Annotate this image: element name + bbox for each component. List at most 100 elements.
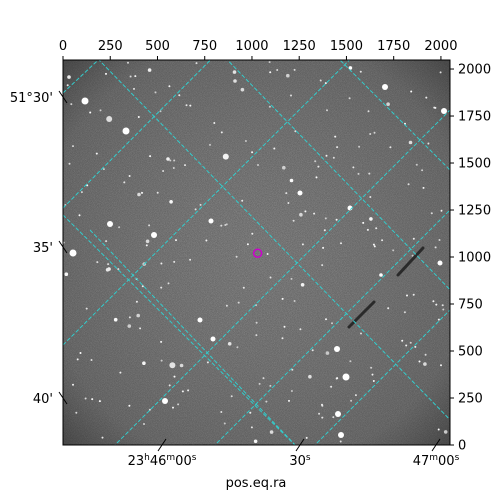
star xyxy=(406,294,408,297)
grid-line xyxy=(63,214,296,445)
star xyxy=(326,109,328,112)
star xyxy=(403,311,406,314)
grid-line xyxy=(226,60,450,291)
star xyxy=(258,382,261,385)
star xyxy=(244,140,247,142)
star xyxy=(321,264,324,267)
y-tick-label: 2000 xyxy=(458,63,491,78)
star xyxy=(432,300,435,303)
star xyxy=(127,61,129,64)
star xyxy=(370,366,373,369)
star xyxy=(324,82,327,85)
grid-line xyxy=(63,60,99,94)
star xyxy=(290,94,292,97)
star xyxy=(137,116,140,118)
star xyxy=(160,359,163,362)
bright-star xyxy=(151,232,157,238)
star xyxy=(369,217,373,221)
star xyxy=(331,322,333,325)
star xyxy=(75,411,78,414)
ra-label-part: m xyxy=(429,453,438,463)
bright-star xyxy=(334,346,340,352)
star xyxy=(269,430,274,434)
star xyxy=(313,212,316,215)
star xyxy=(141,191,143,194)
ra-tick xyxy=(295,438,305,452)
ra-label-part: 47 xyxy=(413,454,430,469)
star xyxy=(269,384,272,387)
star xyxy=(80,191,83,194)
star xyxy=(145,239,150,244)
grid-line xyxy=(63,60,351,346)
star xyxy=(427,142,430,145)
ra-label-part: h xyxy=(144,453,150,463)
ra-label-part: 30 xyxy=(289,454,306,469)
star xyxy=(173,260,176,263)
bright-star xyxy=(382,84,388,90)
grid-line xyxy=(89,229,296,445)
star xyxy=(230,395,233,398)
star xyxy=(123,181,126,184)
star xyxy=(324,217,327,220)
star xyxy=(291,368,294,371)
star xyxy=(206,361,209,364)
star xyxy=(166,157,170,161)
star xyxy=(95,152,98,155)
star xyxy=(117,268,120,271)
star xyxy=(249,411,252,414)
star xyxy=(421,169,424,172)
satellite-trail xyxy=(396,246,425,277)
ra-label-part: s xyxy=(306,453,311,463)
star xyxy=(107,263,110,266)
star xyxy=(283,325,286,328)
bright-star xyxy=(342,373,350,381)
star xyxy=(159,110,162,113)
star xyxy=(189,104,192,107)
star xyxy=(133,87,135,90)
star xyxy=(293,300,296,302)
star xyxy=(105,268,110,272)
star xyxy=(177,403,180,406)
star xyxy=(441,304,444,307)
star xyxy=(372,380,375,382)
star xyxy=(113,317,118,322)
star xyxy=(184,164,186,167)
star xyxy=(369,196,372,198)
bright-star xyxy=(197,317,203,323)
star xyxy=(354,394,357,397)
star xyxy=(156,191,159,194)
star xyxy=(236,346,239,349)
star xyxy=(179,363,184,368)
star xyxy=(173,375,176,378)
star xyxy=(106,116,113,122)
star xyxy=(332,156,335,159)
star xyxy=(137,192,141,197)
star xyxy=(276,69,279,71)
star xyxy=(340,242,342,245)
star xyxy=(290,390,293,392)
star xyxy=(389,146,392,149)
star xyxy=(392,249,395,252)
ra-label-part: s xyxy=(192,453,197,463)
grid-line xyxy=(114,109,450,445)
star xyxy=(232,70,237,74)
star xyxy=(241,199,244,202)
star xyxy=(438,239,441,241)
star xyxy=(339,440,342,443)
star xyxy=(160,262,163,265)
bright-star xyxy=(297,190,303,196)
star xyxy=(281,297,284,300)
star xyxy=(129,75,132,78)
ra-label-part: s xyxy=(455,453,460,463)
star xyxy=(375,227,378,230)
star xyxy=(289,178,294,183)
star xyxy=(213,122,216,124)
star xyxy=(368,172,371,175)
target-marker xyxy=(252,248,263,259)
star xyxy=(160,286,163,289)
star xyxy=(141,285,144,288)
star xyxy=(76,358,79,361)
star xyxy=(288,399,290,402)
star xyxy=(262,377,265,380)
